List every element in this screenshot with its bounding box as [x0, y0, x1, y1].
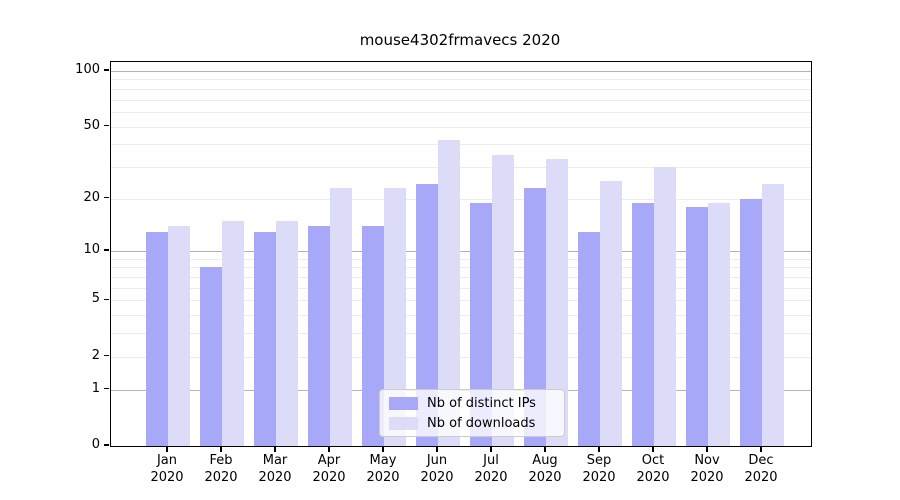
x-tick-mark [760, 446, 762, 452]
gridline-minor [111, 267, 811, 269]
x-tick-label-sep: Sep 2020 [582, 453, 616, 485]
gridline-minor [111, 333, 811, 335]
y-tick-mark [104, 196, 109, 199]
y-tick-mark [104, 298, 109, 301]
y-tick-mark [104, 354, 109, 357]
bar-distinct-ips-mar [254, 231, 276, 446]
gridline-minor [111, 198, 811, 200]
y-tick-label-50: 50 [83, 117, 100, 133]
bar-distinct-ips-nov [686, 206, 708, 446]
x-tick-mark [436, 446, 438, 452]
x-tick-label-jun: Jun 2020 [420, 453, 454, 485]
x-tick-mark [382, 446, 384, 452]
x-tick-mark [652, 446, 654, 452]
x-tick-label-jul: Jul 2020 [474, 453, 508, 485]
y-tick-label-0: 0 [91, 437, 100, 452]
gridline-major [111, 71, 811, 72]
y-tick-label-10: 10 [83, 242, 100, 258]
x-tick-label-nov: Nov 2020 [690, 453, 724, 485]
y-tick-label-1: 1 [91, 380, 100, 396]
bar-distinct-ips-jan [146, 231, 168, 446]
bar-distinct-ips-jul [470, 202, 492, 446]
gridline-minor [111, 111, 811, 113]
gridline-minor [111, 79, 811, 81]
y-tick-mark [104, 444, 109, 446]
bar-distinct-ips-dec [740, 198, 762, 446]
bar-distinct-ips-sep [578, 231, 600, 446]
bar-downloads-jan [168, 225, 190, 446]
legend-label-downloads: Nb of downloads [427, 415, 536, 431]
gridline-minor [111, 277, 811, 279]
legend-label-distinct-ips: Nb of distinct IPs [427, 395, 536, 411]
bar-downloads-feb [222, 220, 244, 446]
bar-distinct-ips-aug [524, 187, 546, 446]
bar-downloads-apr [330, 187, 352, 446]
y-tick-label-5: 5 [91, 291, 100, 307]
y-tick-mark [104, 69, 109, 71]
legend-item-downloads: Nb of downloads [389, 416, 564, 431]
gridline-minor [111, 88, 811, 90]
bar-downloads-jun [438, 140, 460, 446]
y-tick-mark [104, 387, 109, 390]
gridline-minor [111, 356, 811, 358]
x-tick-mark [274, 446, 276, 452]
legend: Nb of distinct IPs Nb of downloads [379, 389, 565, 437]
x-tick-label-apr: Apr 2020 [312, 453, 346, 485]
x-tick-label-mar: Mar 2020 [258, 453, 292, 485]
x-tick-mark [220, 446, 222, 452]
x-tick-mark [328, 446, 330, 452]
bar-downloads-sep [600, 181, 622, 446]
bar-downloads-aug [546, 159, 568, 446]
bar-downloads-nov [708, 202, 730, 446]
legend-swatch-downloads [389, 416, 418, 430]
x-tick-mark [166, 446, 168, 452]
bar-distinct-ips-apr [308, 225, 330, 446]
gridline-minor [111, 287, 811, 289]
gridline-minor [111, 300, 811, 302]
legend-swatch-distinct-ips [389, 396, 418, 410]
gridline-minor [111, 315, 811, 317]
x-tick-label-feb: Feb 2020 [204, 453, 238, 485]
bar-distinct-ips-may [362, 225, 384, 446]
gridline-major [111, 251, 811, 253]
x-tick-label-dec: Dec 2020 [744, 453, 778, 485]
bar-downloads-jul [492, 154, 514, 446]
x-tick-mark [598, 446, 600, 452]
chart-title: mouse4302frmavecs 2020 [359, 31, 561, 49]
x-tick-label-may: May 2020 [366, 453, 400, 485]
y-tick-label-100: 100 [75, 62, 100, 77]
legend-item-distinct-ips: Nb of distinct IPs [389, 396, 564, 411]
bar-distinct-ips-feb [200, 267, 222, 446]
plot-area: Nb of distinct IPs Nb of downloads [110, 61, 812, 447]
x-tick-mark [490, 446, 492, 452]
bar-distinct-ips-jun [416, 184, 438, 446]
y-tick-mark [104, 249, 109, 251]
y-tick-label-2: 2 [91, 347, 100, 363]
bar-downloads-dec [762, 184, 784, 446]
x-tick-label-aug: Aug 2020 [528, 453, 562, 485]
bar-distinct-ips-oct [632, 202, 654, 446]
x-tick-label-jan: Jan 2020 [150, 453, 184, 485]
gridline-minor [111, 166, 811, 168]
y-tick-label-20: 20 [83, 189, 100, 205]
x-tick-mark [706, 446, 708, 452]
bar-downloads-may [384, 187, 406, 446]
gridline-minor [111, 126, 811, 128]
x-tick-label-oct: Oct 2020 [636, 453, 670, 485]
gridline-minor [111, 258, 811, 260]
gridline-minor [111, 144, 811, 146]
x-tick-mark [544, 446, 546, 452]
bar-downloads-mar [276, 220, 298, 446]
bar-downloads-oct [654, 166, 676, 446]
y-tick-mark [104, 124, 109, 127]
gridline-minor [111, 99, 811, 101]
